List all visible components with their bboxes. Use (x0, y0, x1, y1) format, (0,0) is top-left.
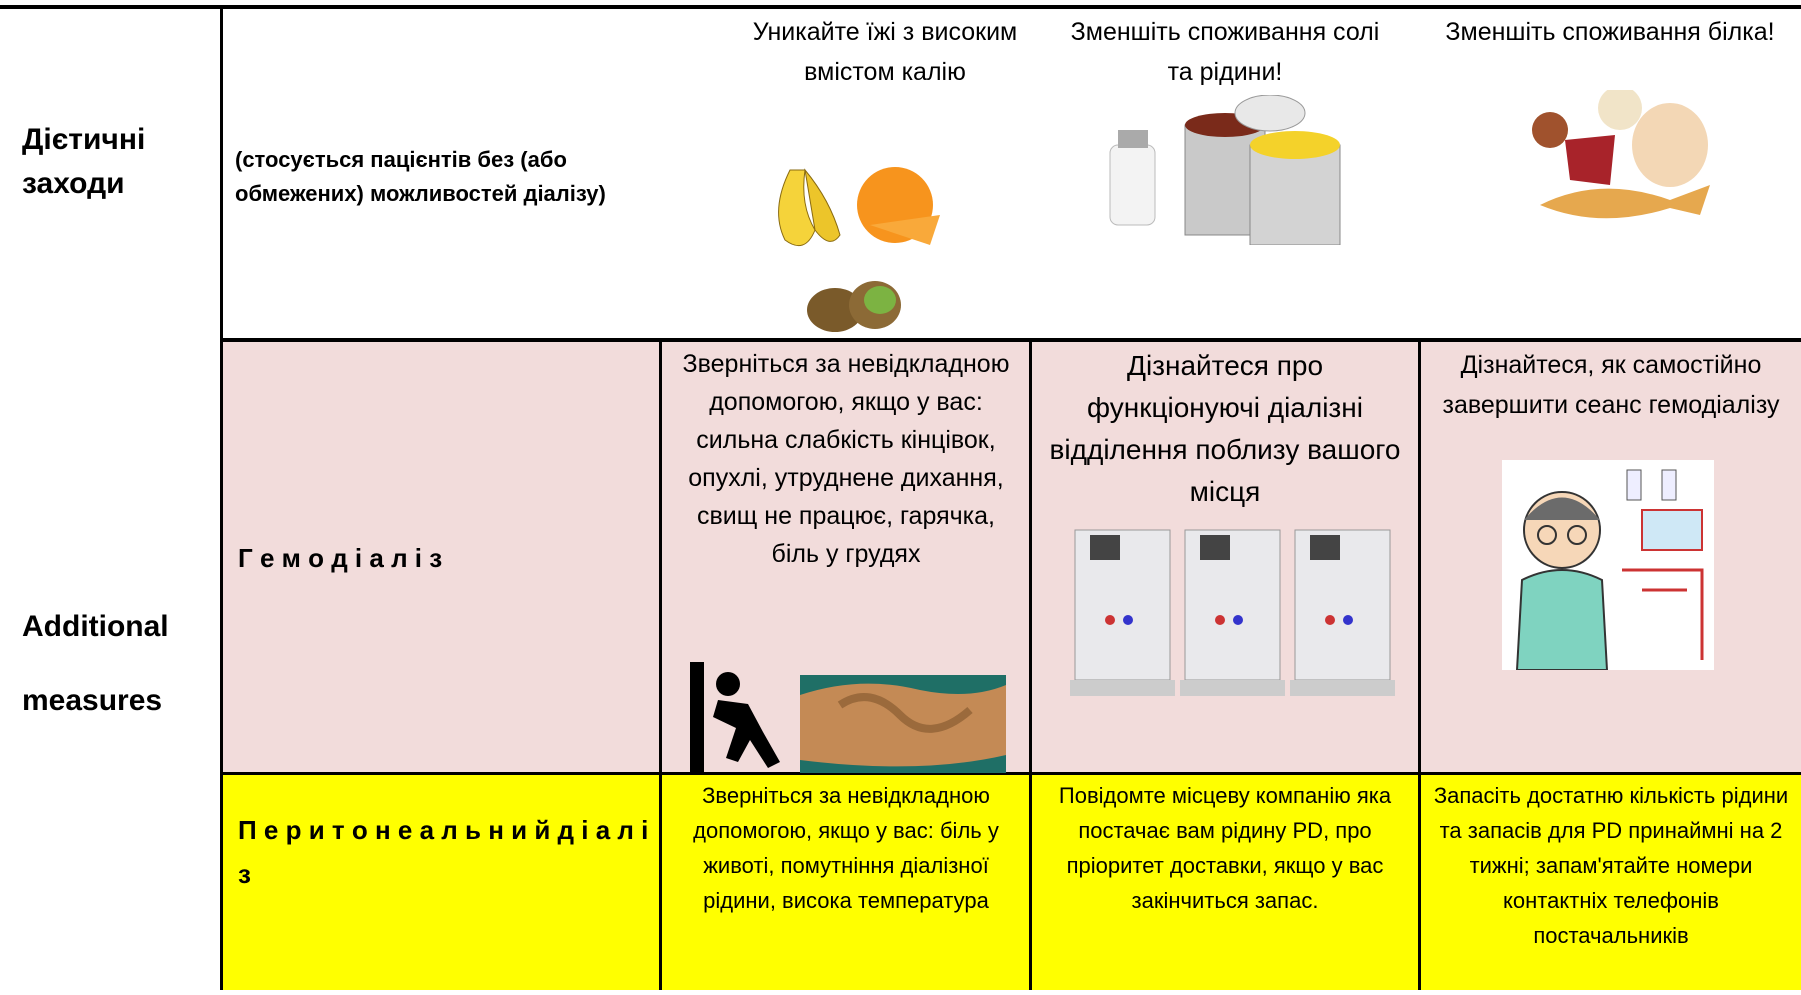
fistula-photo (800, 675, 1006, 773)
hemo-cell: Зверніться за невідкладною допомогою, як… (682, 350, 1010, 568)
additional-label: Additional measures (22, 610, 169, 717)
frame (0, 5, 1801, 995)
divider (659, 342, 662, 990)
patient-illustration (1502, 460, 1714, 670)
collapse-icon (690, 662, 780, 772)
pd-row (223, 773, 1801, 990)
dialysis-machines (1070, 529, 1395, 696)
hemo-cell: Дізнайтеся, як самостійно завершити сеан… (1442, 351, 1780, 419)
protein-image (1532, 90, 1710, 219)
divider (220, 338, 1801, 342)
divider (1418, 342, 1421, 990)
pd-cell: Зверніться за невідкладною допомогою, як… (693, 783, 999, 913)
hemo-name: Г е м о д і а л і з (238, 543, 443, 573)
fruit-image (778, 167, 940, 332)
pd-cell: Повідомте місцеву компанію яка постачає … (1058, 783, 1392, 913)
hemo-cell: Дізнайтеся про функціонуючі діалізні від… (1049, 350, 1401, 507)
diet-item: Зменшіть споживання білка! (1445, 18, 1775, 46)
divider (223, 772, 1801, 775)
diet-item: Уникайте їжі з високим вмістом калію (752, 18, 1018, 86)
canned-food-image (1109, 95, 1341, 245)
pd-cell: Запасіть достатню кількість рідини та за… (1433, 783, 1789, 948)
diet-note: (стосується пацієнтів без (або обмежених… (235, 147, 606, 206)
diet-label: Дієтичні заходи (22, 123, 146, 200)
diet-item: Зменшіть споживання солі та рідини! (1070, 18, 1380, 86)
divider (220, 5, 223, 990)
pd-name: П е р и т о н е а л ь н и й д і а л і з (238, 815, 649, 889)
divider (1029, 342, 1032, 990)
